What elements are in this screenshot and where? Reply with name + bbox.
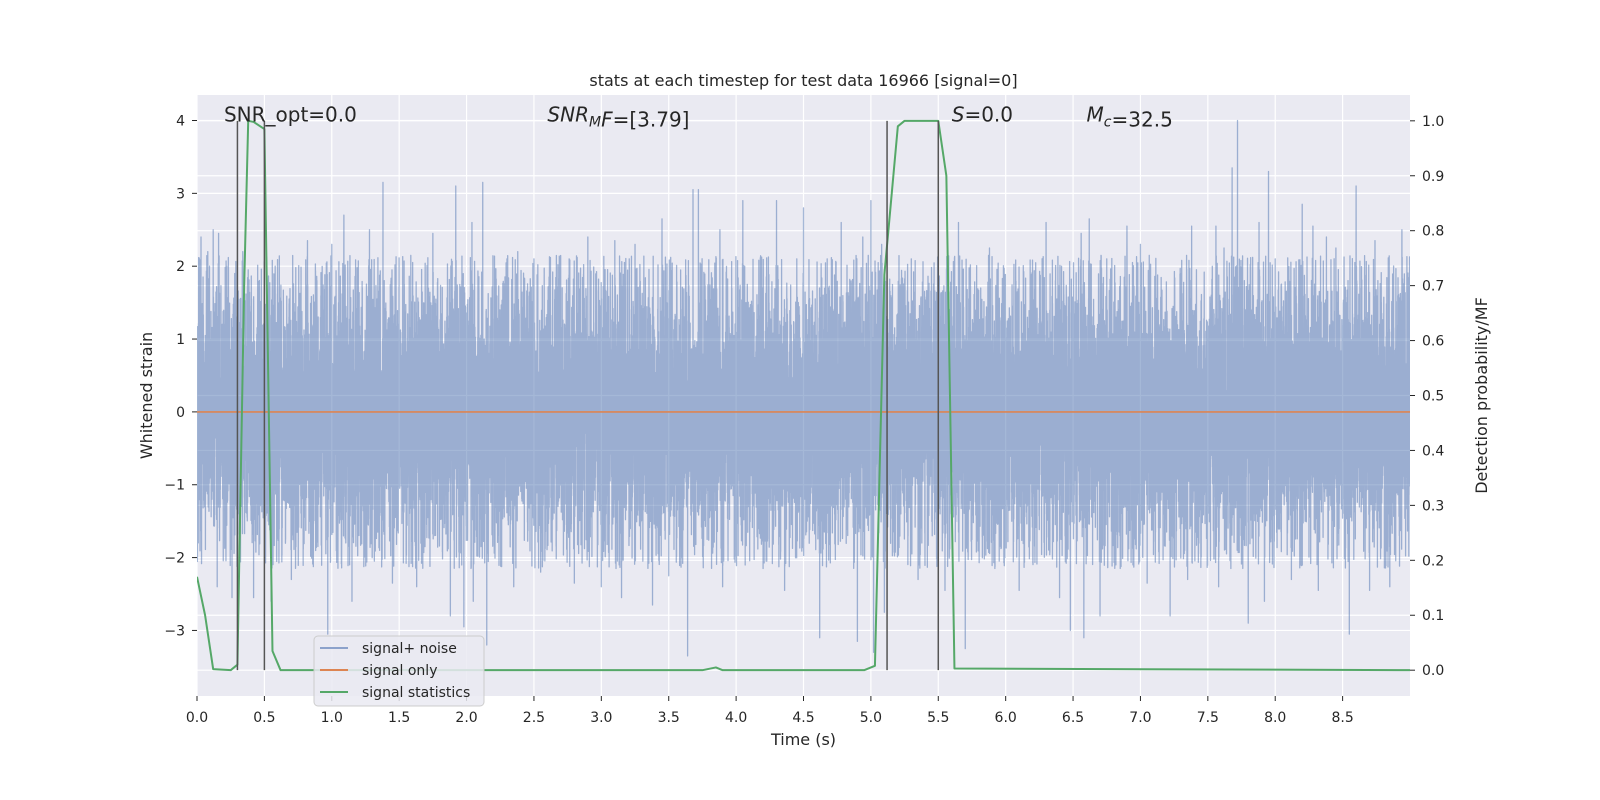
- series-signal-noise: [197, 119, 1410, 657]
- y-right-tick-label-4: 0.4: [1422, 443, 1444, 459]
- series-layer: [197, 119, 1410, 672]
- annotation-chirp-mass: Mc=32.5: [1087, 102, 1173, 131]
- y-left-tick-label-7: 4: [176, 113, 185, 129]
- x-tick-label-12: 6.0: [995, 710, 1017, 726]
- y-right-tick-label-2: 0.2: [1422, 553, 1444, 569]
- y-right-tick-label-0: 0.0: [1422, 663, 1444, 679]
- y-left-tick-label-5: 2: [176, 259, 185, 275]
- x-tick-label-0: 0.0: [186, 710, 208, 726]
- x-tick-label-17: 8.5: [1331, 710, 1353, 726]
- x-tick-label-14: 7.0: [1129, 710, 1151, 726]
- x-tick-label-16: 8.0: [1264, 710, 1286, 726]
- y-axis-right-title: Detection probability/MF: [1472, 297, 1491, 494]
- legend: signal+ noise signal only signal statistic…: [313, 635, 485, 707]
- y-left-tick-label-3: 0: [176, 405, 185, 421]
- x-tick-label-11: 5.5: [927, 710, 949, 726]
- ticks: 0.0 0.5 1.0 1.5 2.0 2.5 3.0 3.5 4.0 4.5 5.0 5.5 6.0 6…: [164, 113, 1444, 726]
- y-left-tick-label-4: 1: [176, 332, 185, 348]
- y-left-tick-label-6: 3: [176, 186, 185, 202]
- x-tick-label-4: 2.0: [455, 710, 477, 726]
- y-right-tick-label-10: 1.0: [1422, 114, 1444, 130]
- y-right-tick-label-3: 0.3: [1422, 498, 1444, 514]
- x-tick-label-2: 1.0: [321, 710, 343, 726]
- y-right-tick-label-7: 0.7: [1422, 279, 1444, 295]
- y-axis-left-title: Whitened strain: [137, 332, 156, 459]
- x-axis-title: Time (s): [770, 730, 836, 749]
- y-left-tick-label-0: −3: [164, 623, 185, 639]
- legend-label-0: signal+ noise: [362, 641, 457, 657]
- annotation-snr-mf: SNRMF=[3.79]: [547, 102, 689, 131]
- vertical-markers: [236, 120, 940, 671]
- y-right-tick-label-5: 0.5: [1422, 389, 1444, 405]
- legend-box: [313, 635, 485, 707]
- x-tick-label-15: 7.5: [1197, 710, 1219, 726]
- annotations: SNR_opt=0.0 SNRMF=[3.79] S=0.0 Mc=32.5: [224, 102, 1173, 131]
- y-left-tick-label-1: −2: [164, 551, 185, 567]
- annotation-snr-opt: SNR_opt=0.0: [224, 102, 357, 126]
- x-tick-label-5: 2.5: [523, 710, 545, 726]
- legend-label-2: signal statistics: [362, 685, 470, 701]
- y-right-tick-label-1: 0.1: [1422, 608, 1444, 624]
- x-tick-label-3: 1.5: [388, 710, 410, 726]
- annotation-s-stat: S=0.0: [952, 102, 1013, 126]
- x-tick-label-13: 6.5: [1062, 710, 1084, 726]
- y-left-tick-label-2: −1: [164, 478, 185, 494]
- x-tick-label-1: 0.5: [253, 710, 275, 726]
- x-tick-label-9: 4.5: [792, 710, 814, 726]
- x-tick-label-10: 5.0: [860, 710, 882, 726]
- x-tick-label-7: 3.5: [658, 710, 680, 726]
- y-right-tick-label-8: 0.8: [1422, 224, 1444, 240]
- chart-title: stats at each timestep for test data 169…: [589, 71, 1017, 90]
- legend-label-1: signal only: [362, 663, 437, 679]
- x-tick-label-6: 3.0: [590, 710, 612, 726]
- x-tick-label-8: 4.0: [725, 710, 747, 726]
- series-signal-statistics: [197, 119, 1410, 672]
- y-right-tick-label-6: 0.6: [1422, 334, 1444, 350]
- y-right-tick-label-9: 0.9: [1422, 169, 1444, 185]
